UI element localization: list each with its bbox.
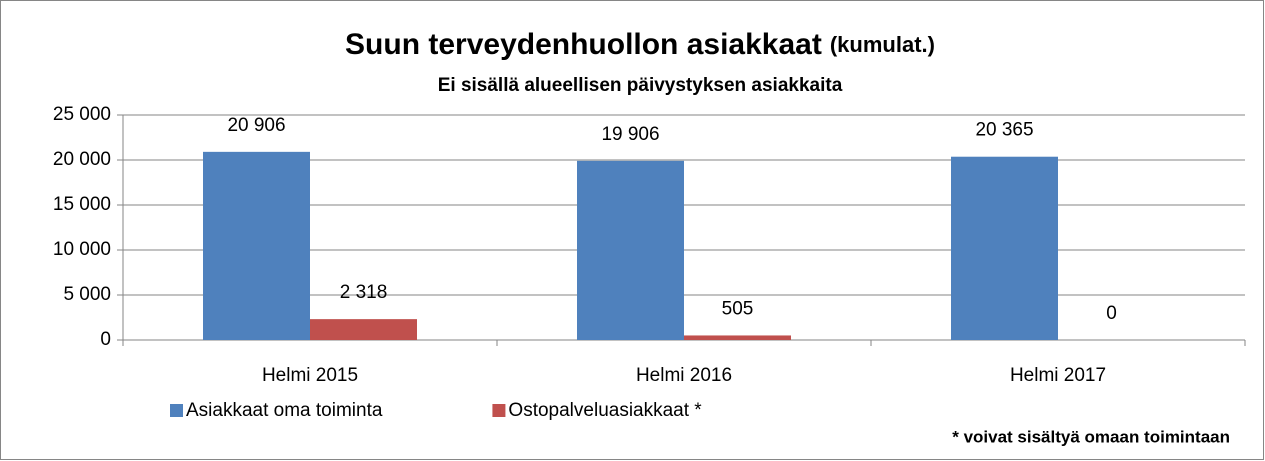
x-tick-label: Helmi 2017 (1010, 365, 1106, 386)
x-tick-label: Helmi 2015 (262, 365, 358, 386)
value-label: 20 365 (975, 120, 1033, 141)
y-tick-label: 0 (100, 329, 111, 350)
title-main: Suun terveydenhuollon asiakkaat (345, 28, 822, 61)
legend-swatch (492, 404, 506, 417)
y-tick-label: 25 000 (53, 104, 111, 125)
chart-title: Suun terveydenhuollon asiakkaat (kumulat.… (345, 28, 935, 61)
legend-label: Ostopalveluasiakkaat * (508, 400, 702, 421)
chart-subtitle: Ei sisällä alueellisen päivystyksen asia… (438, 75, 843, 96)
value-label: 505 (722, 298, 754, 319)
y-tick-label: 10 000 (53, 239, 111, 260)
legend-label: Asiakkaat oma toiminta (186, 400, 383, 421)
y-tick-label: 20 000 (53, 149, 111, 170)
bar (684, 335, 791, 340)
value-label: 20 906 (227, 115, 285, 136)
bar (203, 151, 310, 340)
bar (577, 160, 684, 340)
value-label: 2 318 (340, 282, 388, 303)
legend-swatch (170, 404, 183, 417)
value-label: 0 (1106, 303, 1117, 324)
y-tick-label: 5 000 (63, 284, 111, 305)
bar (951, 156, 1058, 340)
bar (310, 319, 417, 340)
y-tick-label: 15 000 (53, 194, 111, 215)
x-tick-label: Helmi 2016 (636, 365, 732, 386)
note: * voivat sisältyä omaan toimintaan (952, 427, 1230, 446)
title-suffix: (kumulat.) (830, 32, 935, 57)
value-label: 19 906 (601, 124, 659, 145)
